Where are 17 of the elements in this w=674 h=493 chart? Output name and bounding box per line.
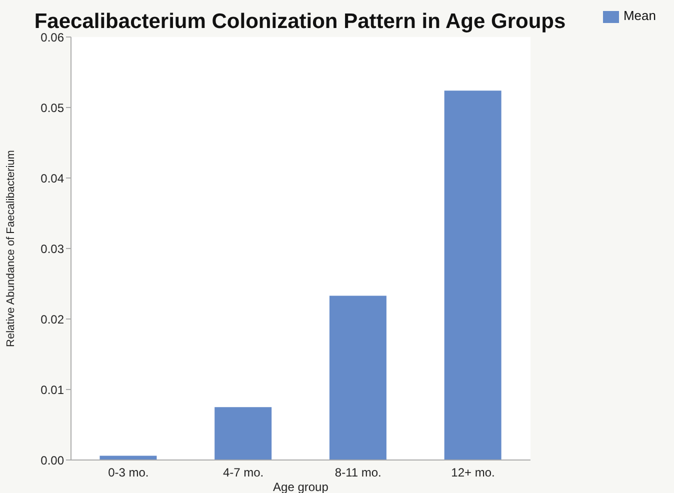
bar xyxy=(329,296,386,460)
x-tick-label: 0-3 mo. xyxy=(108,466,149,480)
legend-label: Mean xyxy=(623,8,656,23)
x-tick-label: 8-11 mo. xyxy=(334,466,382,480)
y-tick-label: 0.02 xyxy=(40,312,64,326)
y-tick-label: 0.00 xyxy=(40,453,64,468)
chart-title: Faecalibacterium Colonization Pattern in Age Groups xyxy=(33,10,567,33)
y-tick-label: 0.04 xyxy=(40,171,64,186)
y-axis-title: Relative Abundance of Faecalibacterium xyxy=(4,150,17,347)
bar xyxy=(214,407,272,460)
y-tick-label: 0.06 xyxy=(40,30,64,44)
y-tick-label: 0.05 xyxy=(40,100,64,115)
y-tick-label: 0.01 xyxy=(40,382,64,397)
x-tick-label: 4-7 mo. xyxy=(222,466,264,480)
x-tick-label: 12+ mo. xyxy=(451,466,495,480)
y-tick-label: 0.03 xyxy=(40,242,64,256)
bar xyxy=(444,90,502,460)
